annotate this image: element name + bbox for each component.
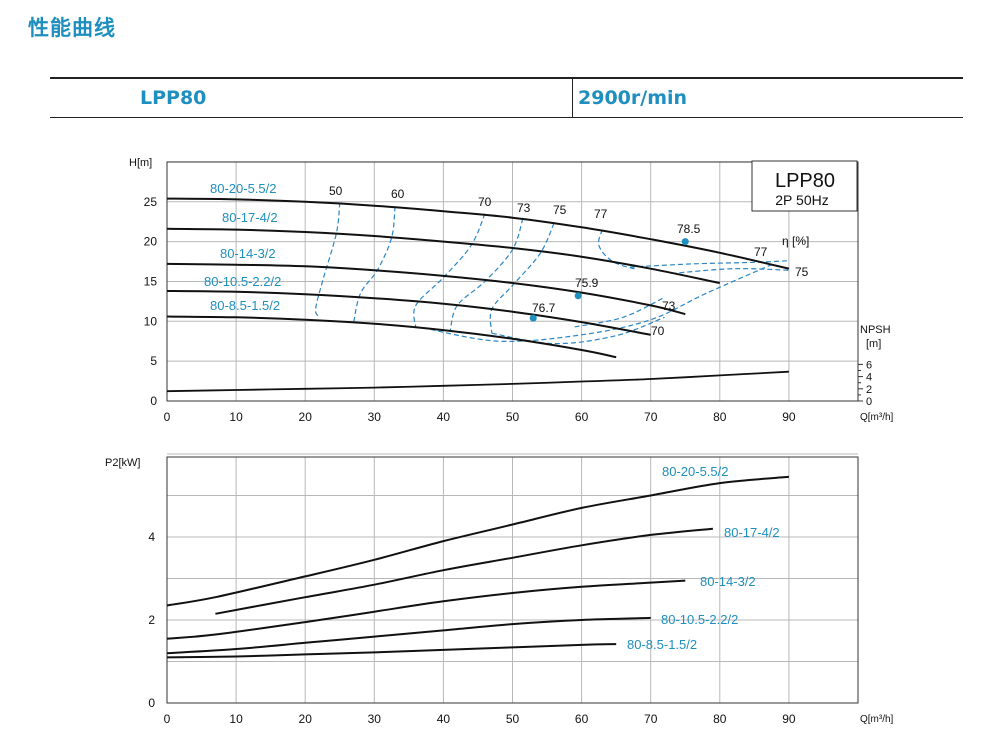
model-label: LPP80: [140, 87, 207, 109]
npsh-unit-label: [m]: [866, 338, 881, 350]
power-series-label: 80-14-3/2: [700, 574, 756, 589]
head-x-tick-label: 40: [437, 410, 451, 424]
head-series-label: 80-10.5-2.2/2: [204, 274, 281, 289]
power-x-tick-label: 80: [713, 712, 727, 726]
head-y-axis-label: H[m]: [129, 157, 152, 169]
eta-label: η [%]: [782, 234, 809, 248]
model-box: [751, 160, 858, 212]
head-x-axis-label: Q[m³/h]: [860, 412, 894, 423]
header-band: LPP80 2900r/min: [50, 77, 963, 118]
head-y-tick-label: 20: [144, 235, 158, 249]
power-curve-80-20-5.5/2: [166, 475, 789, 607]
efficiency-contour: [671, 268, 789, 275]
power-y-tick-label: 2: [148, 613, 155, 627]
power-plot-frame: [166, 456, 859, 704]
head-plot-frame: [166, 161, 859, 402]
power-x-tick-label: 60: [575, 712, 589, 726]
head-curve-80-17-4/2: [166, 227, 720, 284]
npsh-tick-label: 0: [866, 396, 872, 408]
head-curve-80-14-3/2: [166, 262, 686, 316]
efficiency-contour: [422, 262, 776, 343]
power-y-axis-label: P2[kW]: [105, 457, 140, 469]
efficiency-label: 75: [553, 203, 567, 217]
efficiency-label: 78.5: [677, 222, 701, 236]
efficiency-isoline: [413, 213, 486, 328]
speed-label: 2900r/min: [578, 87, 688, 109]
power-series-label: 80-17-4/2: [724, 525, 780, 540]
power-x-tick-label: 70: [644, 712, 658, 726]
efficiency-isoline: [489, 223, 555, 334]
efficiency-isoline: [353, 206, 396, 324]
efficiency-label: 73: [662, 299, 676, 313]
efficiency-label: 70: [478, 195, 492, 209]
efficiency-label: 75.9: [575, 276, 599, 290]
power-curve-80-17-4/2: [215, 527, 713, 615]
power-x-tick-label: 50: [506, 712, 520, 726]
head-curve-80-8.5-1.5/2: [166, 315, 617, 359]
head-x-tick-label: 10: [229, 410, 243, 424]
power-y-tick-label: 4: [148, 530, 155, 544]
power-curve-80-14-3/2: [166, 579, 686, 640]
head-x-tick-label: 80: [713, 410, 727, 424]
power-x-tick-label: 90: [782, 712, 796, 726]
efficiency-label: 50: [329, 184, 343, 198]
head-x-tick-label: 30: [368, 410, 382, 424]
power-series-label: 80-10.5-2.2/2: [661, 612, 738, 627]
model-box-title: LPP80: [775, 170, 835, 192]
efficiency-label: 75: [795, 265, 809, 279]
npsh-tick-label: 6: [866, 359, 872, 371]
power-x-tick-label: 40: [437, 712, 451, 726]
power-curve-80-10.5-2.2/2: [166, 616, 651, 655]
best-efficiency-point: [529, 314, 537, 322]
power-x-tick-label: 10: [229, 712, 243, 726]
head-curve-80-10.5-2.2/2: [166, 290, 651, 336]
page-title: 性能曲线: [28, 16, 116, 40]
power-x-tick-label: 20: [299, 712, 313, 726]
efficiency-isoline: [597, 229, 638, 271]
head-curve-80-20-5.5/2: [166, 197, 790, 270]
head-x-tick-label: 20: [299, 410, 313, 424]
head-y-tick-label: 0: [150, 394, 157, 408]
head-x-tick-label: 60: [575, 410, 589, 424]
efficiency-contour: [574, 296, 665, 328]
efficiency-label: 73: [517, 201, 531, 215]
power-series-label: 80-8.5-1.5/2: [627, 637, 697, 652]
npsh-tick-label: 4: [866, 372, 872, 384]
efficiency-label: 77: [594, 207, 608, 221]
power-x-tick-label: 30: [368, 712, 382, 726]
header-divider: [572, 79, 573, 117]
head-series-label: 80-17-4/2: [222, 210, 278, 225]
efficiency-isoline: [314, 202, 341, 317]
power-x-axis-label: Q[m³/h]: [860, 714, 894, 725]
power-x-tick-label: 0: [164, 712, 171, 726]
head-y-tick-label: 5: [150, 354, 157, 368]
head-y-tick-label: 10: [144, 314, 158, 328]
head-series-label: 80-20-5.5/2: [210, 181, 277, 196]
npsh-curve: [166, 370, 789, 393]
head-x-tick-label: 0: [164, 410, 171, 424]
model-box-subtitle: 2P 50Hz: [775, 192, 828, 208]
head-y-tick-label: 25: [144, 195, 158, 209]
power-y-tick-label: 0: [148, 696, 155, 710]
best-efficiency-point: [574, 292, 582, 300]
npsh-axis-label: NPSH: [860, 324, 891, 336]
power-curve-80-8.5-1.5/2: [166, 643, 617, 659]
efficiency-label: 77: [754, 245, 768, 259]
head-y-tick-label: 15: [144, 274, 158, 288]
head-series-label: 80-14-3/2: [220, 246, 276, 261]
head-x-tick-label: 70: [644, 410, 658, 424]
head-x-tick-label: 90: [782, 410, 796, 424]
efficiency-contour: [629, 260, 789, 268]
efficiency-label: 76.7: [532, 301, 556, 315]
head-x-tick-label: 50: [506, 410, 520, 424]
head-series-label: 80-8.5-1.5/2: [210, 298, 280, 313]
efficiency-label: 60: [391, 187, 405, 201]
power-series-label: 80-20-5.5/2: [662, 464, 729, 479]
efficiency-label: 70: [651, 324, 665, 338]
efficiency-isoline: [449, 218, 524, 331]
npsh-tick-label: 2: [866, 384, 872, 396]
best-efficiency-point: [681, 238, 689, 246]
